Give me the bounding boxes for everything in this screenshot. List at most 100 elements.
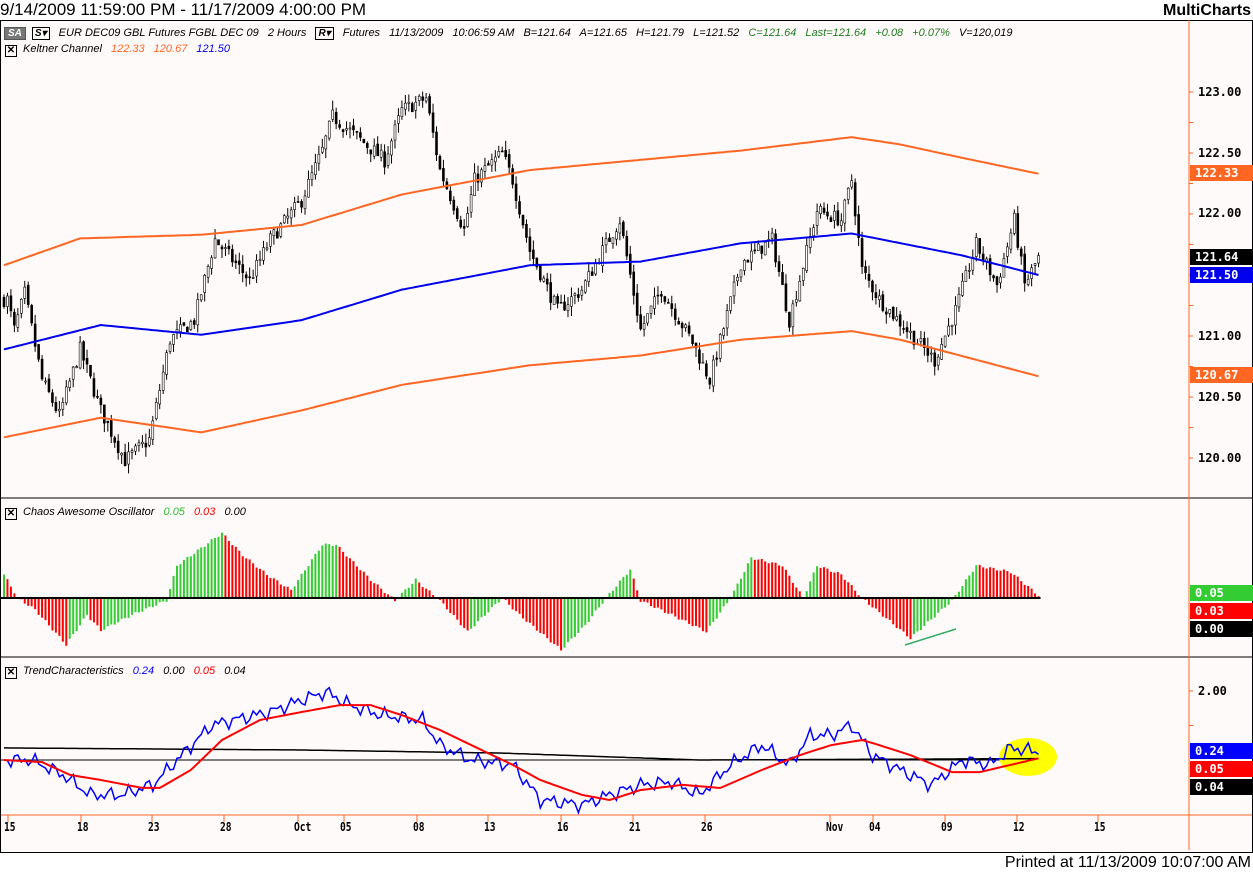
candle-body (746, 259, 750, 263)
candle-body (265, 247, 269, 250)
candle-body (836, 210, 840, 226)
candle-body (923, 337, 926, 348)
keltner-lower-line (3, 330, 1039, 439)
candle-body (262, 247, 265, 261)
candle-body (711, 359, 715, 387)
ao-bar (227, 541, 230, 598)
date-label: 26 (701, 820, 713, 834)
candle-body (860, 238, 864, 267)
candle-body (500, 150, 504, 153)
ao-bar (47, 598, 50, 626)
ao-bar (255, 567, 258, 598)
ao-bar (566, 598, 569, 643)
candle-body (587, 271, 591, 282)
ao-bar (290, 589, 293, 598)
candle-body (47, 378, 51, 392)
candle-body (632, 271, 636, 296)
candle-body (995, 276, 999, 286)
candle-body (905, 327, 909, 333)
ao-bar (944, 598, 947, 608)
date-label: 12 (1013, 820, 1025, 834)
ao-bar (733, 590, 736, 598)
close-indicator-icon[interactable]: ✕ (5, 45, 17, 57)
candle-body (577, 294, 580, 298)
ao-bar (127, 598, 130, 618)
candle-body (404, 102, 407, 110)
chart-window (0, 20, 1253, 853)
s-dropdown-button[interactable]: S▾ (31, 27, 50, 40)
date-label: 16 (557, 820, 569, 834)
r-dropdown-button[interactable]: R▾ (315, 27, 334, 40)
ao-bar (878, 598, 881, 613)
close-indicator-icon[interactable]: ✕ (5, 667, 17, 679)
candle-body (514, 183, 518, 201)
candle-body (213, 238, 217, 259)
ao-bar (452, 598, 455, 616)
ao-bar (650, 598, 653, 607)
ao-bar (947, 598, 950, 605)
ao-bar (411, 583, 414, 598)
candle-body (615, 231, 618, 240)
ao-bar (708, 598, 711, 626)
candle-body (542, 277, 546, 282)
candle-body (421, 96, 424, 101)
candle-body (798, 280, 802, 302)
candle-body (981, 253, 985, 261)
ao-bar (279, 584, 282, 598)
candle-body (431, 112, 435, 133)
date-label: 08 (413, 820, 425, 834)
ao-bar (189, 556, 192, 598)
candle-body (272, 229, 276, 236)
ao-bar (528, 598, 531, 623)
candle-body (334, 111, 338, 125)
candle-body (815, 211, 819, 226)
candle-body (438, 156, 442, 170)
ao-bar (522, 598, 524, 619)
ao-bar (587, 598, 590, 623)
ao-bar (61, 598, 64, 642)
candle-body (217, 239, 220, 246)
sa-button[interactable]: SA (4, 27, 26, 40)
candle-body (954, 305, 957, 326)
candle-body (867, 273, 871, 281)
divergence-line (904, 628, 957, 646)
candle-body (75, 366, 78, 368)
ao-bar (425, 588, 428, 598)
candle-body (878, 295, 881, 300)
symbol-bar: SA S▾ EUR DEC09 GBL Futures FGBL DEC 09 2… (4, 26, 1018, 40)
candle-body (455, 208, 459, 219)
candle-body (2, 297, 6, 308)
ao-bar (51, 598, 54, 631)
ao-bar (297, 580, 300, 598)
candle-body (750, 250, 753, 263)
candle-body (538, 264, 542, 281)
ao-bar (317, 550, 320, 598)
date-label: 13 (484, 820, 496, 834)
ao-bar (961, 585, 964, 598)
ao-bar (892, 598, 895, 625)
candle-body (853, 182, 857, 217)
ao-bar (466, 598, 469, 631)
candle-body (732, 281, 736, 297)
ao-bar (41, 598, 44, 618)
ao-bar (252, 563, 255, 598)
ao-bar (888, 598, 891, 620)
ao-bar (449, 598, 452, 614)
candle-body (286, 215, 290, 219)
date-range-title: 9/14/2009 11:59:00 PM - 11/17/2009 4:00:… (0, 0, 367, 19)
ao-bar (992, 567, 995, 598)
candle-body (947, 325, 950, 336)
candle-body (473, 172, 476, 197)
candle-body (442, 168, 445, 182)
close-indicator-icon[interactable]: ✕ (5, 508, 17, 520)
ao-bar (618, 580, 621, 598)
candle-body (718, 334, 722, 359)
ao-bar (698, 598, 701, 628)
ao-bar (355, 566, 358, 598)
candle-body (220, 246, 224, 250)
candle-body (756, 243, 760, 251)
ao-bar (404, 589, 407, 598)
ao-bar (310, 559, 313, 598)
candle-body (583, 280, 587, 293)
